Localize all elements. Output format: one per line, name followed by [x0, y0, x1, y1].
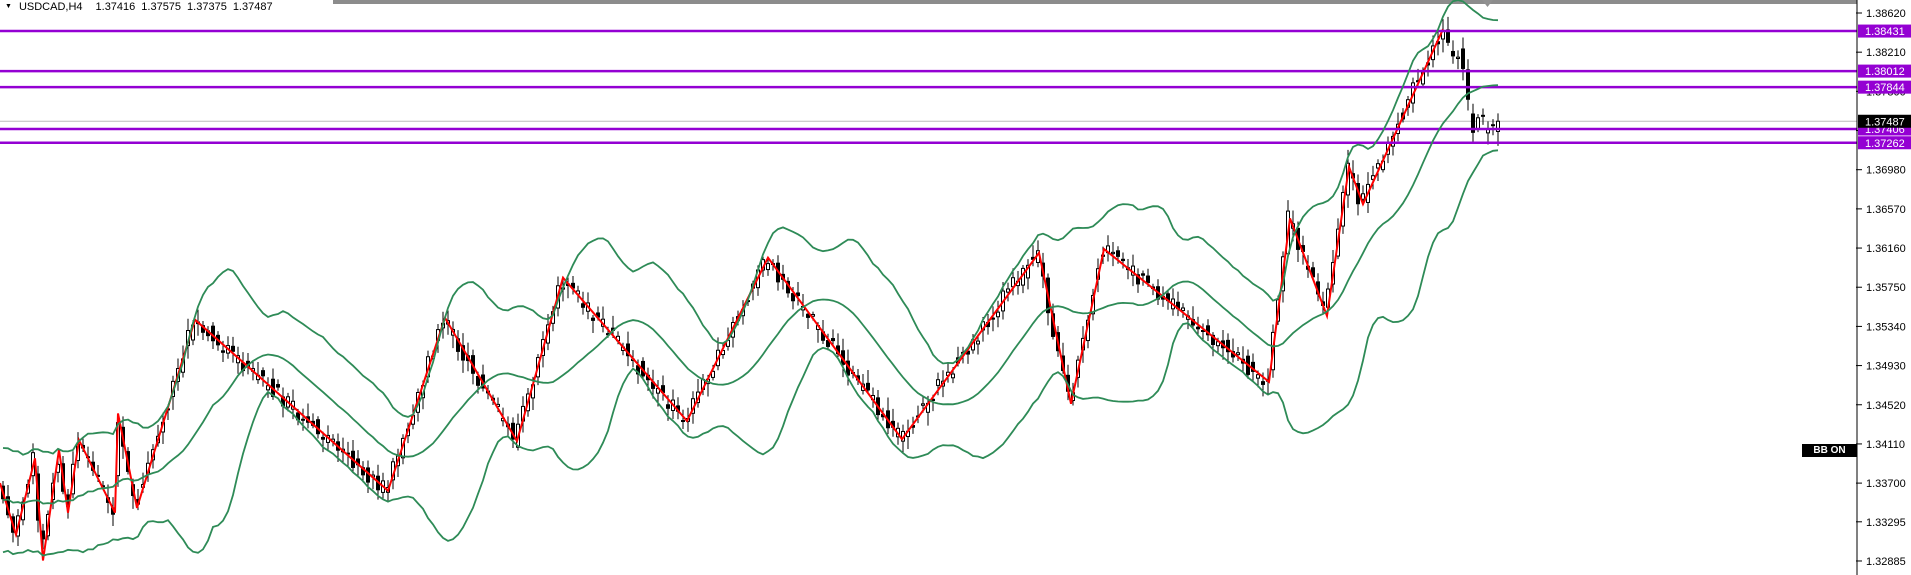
axis-tick-label: 1.34930	[1866, 361, 1906, 373]
candle-body	[276, 384, 280, 388]
symbol-info-bar: ▼ USDCAD,H4 1.37416 1.37575 1.37375 1.37…	[5, 0, 279, 13]
candle-body	[1476, 117, 1480, 130]
bollinger-upper-band	[2, 0, 1499, 456]
candle-body	[1361, 193, 1365, 200]
collapse-arrow-icon[interactable]: ▼	[5, 3, 12, 10]
candle-body	[476, 375, 480, 386]
candle-body	[766, 263, 770, 271]
candle-body	[1261, 381, 1265, 385]
level-price-label-bg	[1858, 24, 1911, 38]
zigzag-indicator-line	[0, 28, 1444, 561]
candle-body	[791, 293, 795, 302]
level-price-label-bg	[1858, 136, 1911, 150]
candle-body	[1111, 251, 1115, 255]
axis-tick-label: 1.35750	[1866, 282, 1906, 294]
candle-body	[321, 436, 325, 440]
candle-body	[261, 370, 265, 377]
candle-body	[1491, 124, 1495, 127]
candle-body	[1141, 273, 1145, 276]
axis-tick-label: 1.38620	[1866, 8, 1906, 20]
candle-body	[1451, 50, 1455, 57]
symbol-timeframe-label: USDCAD,H4	[18, 0, 83, 13]
axis-tick-label: 1.34520	[1866, 400, 1906, 412]
candle-body	[1121, 258, 1125, 262]
candle-body	[1006, 288, 1010, 293]
bb-toggle-button[interactable]: BB ON	[1802, 444, 1857, 457]
axis-tick-label: 1.36160	[1866, 243, 1906, 255]
candle-body	[1026, 264, 1030, 279]
candle-body	[866, 382, 870, 391]
candle-body	[936, 379, 940, 386]
candle-body	[976, 340, 980, 345]
axis-tick-label: 1.33700	[1866, 478, 1906, 490]
candle-body	[1466, 69, 1470, 100]
candle-body	[796, 292, 800, 297]
ohlc-open-value: 1.37416	[95, 0, 136, 13]
candle-body	[1256, 374, 1260, 379]
ohlc-low-value: 1.37375	[187, 0, 227, 13]
candlesticks	[1, 16, 1500, 550]
candle-body	[1471, 113, 1475, 133]
level-price-label-bg	[1858, 80, 1911, 94]
candle-body	[951, 373, 955, 379]
candle-body	[1196, 326, 1200, 330]
candle-body	[711, 370, 715, 378]
candle-body	[1211, 334, 1215, 345]
level-price-label: 1.37262	[1865, 138, 1905, 150]
level-price-label-bg	[1858, 64, 1911, 78]
candle-body	[1181, 307, 1185, 312]
bollinger-lower-band	[2, 149, 1499, 557]
candle-body	[831, 338, 835, 342]
axis-tick-label: 1.36980	[1866, 165, 1906, 177]
axis-tick-label: 1.32885	[1866, 556, 1906, 568]
candle-body	[221, 350, 225, 353]
candle-body	[591, 317, 595, 321]
candle-body	[1226, 339, 1230, 353]
candle-body	[301, 418, 305, 421]
candle-body	[666, 404, 670, 409]
ohlc-high-value: 1.37575	[141, 0, 182, 13]
candle-body	[581, 303, 585, 308]
candle-body	[1136, 274, 1140, 285]
level-price-label: 1.38431	[1865, 26, 1905, 38]
candle-body	[1236, 352, 1240, 356]
level-price-label: 1.38012	[1865, 66, 1905, 78]
axis-tick-label: 1.38210	[1866, 47, 1906, 59]
axis-tick-label: 1.34110	[1866, 439, 1905, 451]
candle-body	[1146, 275, 1150, 284]
candle-body	[1496, 120, 1500, 132]
current-price-label-bg	[1858, 114, 1911, 128]
chart-shift-marker-icon[interactable]	[1482, 0, 1493, 7]
candle-body	[681, 420, 685, 423]
candle-body	[1481, 114, 1485, 117]
candle-body	[1116, 250, 1120, 257]
axis-tick-label: 1.36570	[1866, 204, 1906, 216]
candle-body	[1456, 56, 1460, 59]
current-price-label: 1.37487	[1865, 116, 1905, 128]
candle-body	[806, 313, 810, 318]
axis-tick-label: 1.35340	[1866, 321, 1906, 333]
bollinger-middle-band	[2, 84, 1499, 505]
candle-body	[1461, 48, 1465, 69]
level-price-label: 1.37844	[1865, 82, 1905, 94]
axis-tick-label: 1.33295	[1866, 517, 1906, 529]
candle-body	[921, 403, 925, 406]
top-border-strip	[333, 0, 1857, 4]
candle-body	[231, 345, 235, 352]
ohlc-close-value: 1.37487	[232, 0, 273, 13]
candle-body	[996, 311, 1000, 318]
